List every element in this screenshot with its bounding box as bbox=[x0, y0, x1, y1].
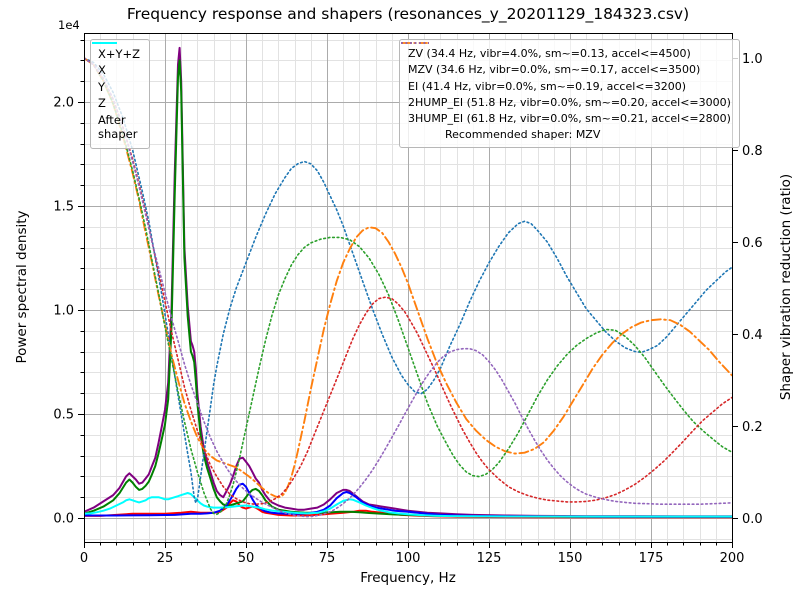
x-tick-label: 200 bbox=[720, 551, 745, 566]
curve-y bbox=[84, 59, 732, 518]
y-axis-right-label: Shaper vibration reduction (ratio) bbox=[778, 173, 794, 401]
legend-item-mzv: MZV (34.6 Hz, vibr=0.0%, sm~=0.17, accel… bbox=[401, 42, 731, 77]
legend-item-label: 2HUMP_EI (51.8 Hz, vibr=0.0%, sm~=0.20, … bbox=[408, 95, 731, 109]
y-right-tick-label: 0.0 bbox=[742, 512, 763, 527]
x-tick-label: 25 bbox=[157, 551, 174, 566]
legend-item-y: Y bbox=[92, 42, 140, 94]
legend-item-label: X bbox=[98, 63, 106, 78]
chart-title: Frequency response and shapers (resonanc… bbox=[126, 5, 690, 23]
legend-item-z: Z bbox=[92, 42, 140, 111]
legend-item-2hump_ei: 2HUMP_EI (51.8 Hz, vibr=0.0%, sm~=0.20, … bbox=[401, 42, 731, 110]
legend-item-label: After shaper bbox=[98, 112, 138, 141]
x-tick-label: 150 bbox=[558, 551, 583, 566]
curves bbox=[84, 46, 732, 519]
y-left-tick-label: 1.0 bbox=[53, 304, 74, 319]
legend-item-x+y+z: X+Y+Z bbox=[92, 42, 141, 61]
y-left-tick-label: 1.5 bbox=[53, 200, 74, 215]
curve-mzv bbox=[84, 57, 732, 499]
tick-marks bbox=[78, 40, 738, 548]
curve-x+y+z bbox=[84, 46, 732, 518]
x-tick-label: 0 bbox=[80, 551, 88, 566]
legend-item-zv: ZV (34.4 Hz, vibr=4.0%, sm~=0.13, accel<… bbox=[401, 42, 731, 61]
y-left-tick-label: 2.0 bbox=[53, 96, 74, 111]
y-left-tick-label: 0.0 bbox=[53, 512, 74, 527]
legend-item-ei: EI (41.4 Hz, vibr=0.0%, sm~=0.19, accel<… bbox=[401, 42, 731, 94]
legend-item-label: EI (41.4 Hz, vibr=0.0%, sm~=0.19, accel<… bbox=[408, 79, 686, 93]
recommended-shaper-text: Recommended shaper: MZV bbox=[445, 128, 601, 142]
legend-item-after-shaper: After shaper bbox=[92, 42, 140, 142]
legend-item-label: MZV (34.6 Hz, vibr=0.0%, sm~=0.17, accel… bbox=[408, 63, 701, 77]
x-tick-label: 125 bbox=[477, 551, 502, 566]
y-right-tick-label: 1.0 bbox=[742, 52, 763, 67]
legend-item-label: Z bbox=[98, 96, 106, 111]
y-right-tick-label: 0.6 bbox=[742, 236, 763, 251]
curve-3hump_ei bbox=[84, 57, 732, 518]
legend-psd: X+Y+Z X Y Z After shaper bbox=[90, 39, 151, 150]
legend-swatch bbox=[401, 42, 429, 44]
x-tick-label: 100 bbox=[396, 551, 421, 566]
y-right-tick-label: 0.2 bbox=[742, 420, 763, 435]
legend-item-x: X bbox=[92, 42, 140, 78]
y-axis-left-label: Power spectral density bbox=[14, 210, 30, 364]
x-tick-label: 175 bbox=[639, 551, 664, 566]
curve-2hump_ei bbox=[84, 57, 732, 506]
legend-item-label: ZV (34.4 Hz, vibr=4.0%, sm~=0.13, accel<… bbox=[408, 47, 691, 60]
y-right-tick-label: 0.4 bbox=[742, 328, 763, 343]
legend-item-3hump_ei: 3HUMP_EI (61.8 Hz, vibr=0.0%, sm~=0.21, … bbox=[401, 42, 731, 126]
x-axis-label: Frequency, Hz bbox=[360, 570, 456, 586]
legend-item-label: 3HUMP_EI (61.8 Hz, vibr=0.0%, sm~=0.21, … bbox=[408, 112, 731, 126]
curve-ei bbox=[84, 57, 732, 516]
legend-item-label: X+Y+Z bbox=[98, 47, 141, 61]
curve-after-shaper bbox=[84, 492, 732, 518]
y-left-tick-label: 0.5 bbox=[53, 408, 74, 423]
legend-shapers: ZV (34.4 Hz, vibr=4.0%, sm~=0.13, accel<… bbox=[399, 39, 740, 149]
x-tick-label: 75 bbox=[319, 551, 336, 566]
x-tick-label: 50 bbox=[238, 551, 255, 566]
y-axis-offset-text: 1e4 bbox=[58, 18, 80, 32]
curve-zv bbox=[84, 57, 732, 504]
legend-swatch bbox=[92, 42, 117, 44]
y-right-tick-label: 0.8 bbox=[742, 144, 763, 159]
tick-labels: 0 25 50 75 100 125 150 175 200 0.0 0.5 1.0 1.5 2.0 0.0… bbox=[53, 52, 762, 566]
legend-item-label: Y bbox=[98, 79, 106, 94]
